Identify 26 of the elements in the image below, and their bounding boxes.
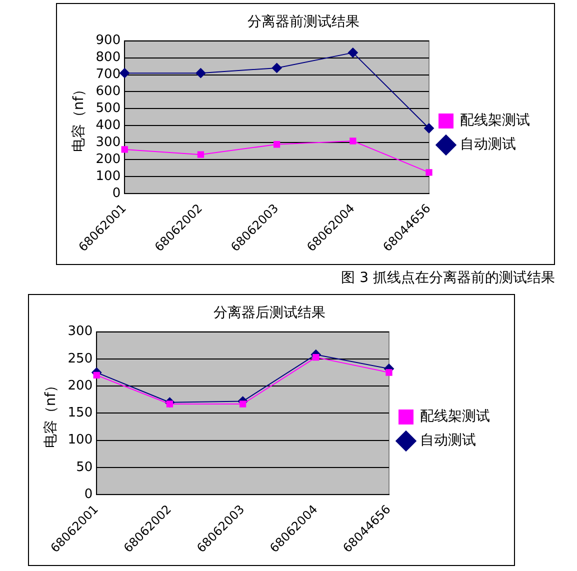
chart-title: 分离器前测试结果 — [248, 14, 360, 30]
y-axis-title: 电容（nf） — [71, 82, 88, 152]
y-axis-title: 电容（nf） — [43, 378, 60, 448]
y-tick-label: 800 — [96, 50, 121, 66]
legend-label: 配线架测试 — [460, 112, 530, 129]
legend-label: 自动测试 — [420, 432, 476, 449]
y-tick-label: 150 — [68, 406, 93, 421]
legend-label: 自动测试 — [460, 136, 516, 153]
y-tick-label: 500 — [96, 101, 121, 116]
legend-label: 配线架测试 — [420, 408, 490, 425]
y-tick-label: 200 — [68, 378, 93, 394]
y-tick-label: 600 — [96, 84, 121, 100]
y-tick-label: 200 — [96, 152, 121, 168]
chart-title: 分离器后测试结果 — [214, 305, 326, 322]
y-tick-label: 300 — [96, 135, 121, 150]
y-tick-label: 300 — [68, 324, 93, 340]
y-tick-label: 100 — [68, 432, 93, 448]
y-tick-label: 400 — [96, 118, 121, 134]
y-tick-label: 100 — [96, 169, 121, 184]
caption: 图 3 抓线点在分离器前的测试结果 — [340, 269, 555, 287]
y-tick-label: 900 — [96, 33, 121, 48]
y-tick-label: 0 — [112, 186, 121, 202]
y-tick-label: 250 — [68, 351, 93, 366]
y-tick-label: 50 — [76, 460, 93, 475]
y-tick-label: 0 — [84, 487, 93, 502]
y-tick-label: 700 — [96, 67, 121, 82]
